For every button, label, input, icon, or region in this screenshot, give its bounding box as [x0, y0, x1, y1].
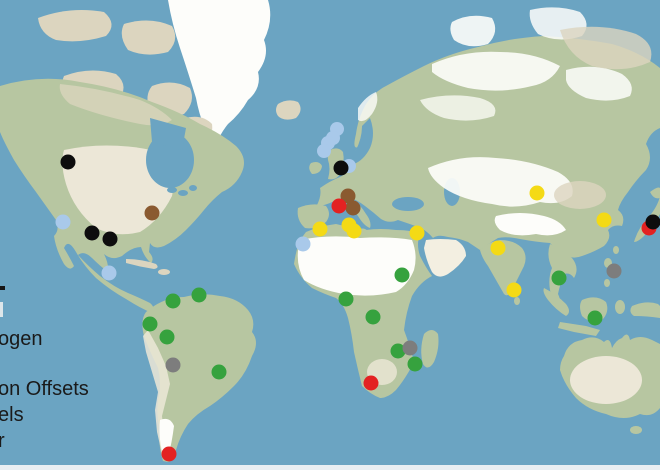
map-marker-yellow: [529, 185, 545, 201]
map-marker-red: [331, 198, 347, 214]
map-marker-black: [333, 160, 349, 176]
map-marker-green: [142, 316, 158, 332]
map-marker-green: [394, 267, 410, 283]
map-marker-lightblue: [55, 214, 71, 230]
map-marker-green: [551, 270, 567, 286]
map-marker-yellow: [346, 223, 362, 239]
map-marker-green: [587, 310, 603, 326]
map-marker-gray: [165, 357, 181, 373]
map-marker-lightblue: [101, 265, 117, 281]
map-marker-red: [363, 375, 379, 391]
map-marker-yellow: [490, 240, 506, 256]
bottom-strip: [0, 465, 660, 470]
map-marker-lightblue: [295, 236, 311, 252]
map-marker-black: [84, 225, 100, 241]
map-marker-yellow: [506, 282, 522, 298]
map-marker-black: [60, 154, 76, 170]
map-marker-gray: [402, 340, 418, 356]
map-marker-brown: [345, 200, 361, 216]
map-marker-green: [165, 293, 181, 309]
map-marker-green: [407, 356, 423, 372]
map-marker-black: [102, 231, 118, 247]
map-marker-green: [159, 329, 175, 345]
map-marker-green: [211, 364, 227, 380]
map-marker-gray: [606, 263, 622, 279]
map-marker-yellow: [596, 212, 612, 228]
map-marker-black: [645, 214, 660, 230]
map-marker-lightblue: [317, 144, 331, 158]
landmass-greenland: [168, 0, 271, 143]
map-marker-green: [338, 291, 354, 307]
map-marker-brown: [340, 188, 356, 204]
map-marker-green: [191, 287, 207, 303]
map-marker-brown: [144, 205, 160, 221]
map-marker-green: [365, 309, 381, 325]
markers-layer: [55, 122, 660, 462]
map-marker-yellow: [409, 225, 425, 241]
map-marker-red: [161, 446, 177, 462]
map-marker-yellow: [312, 221, 328, 237]
map-marker-green: [390, 343, 406, 359]
